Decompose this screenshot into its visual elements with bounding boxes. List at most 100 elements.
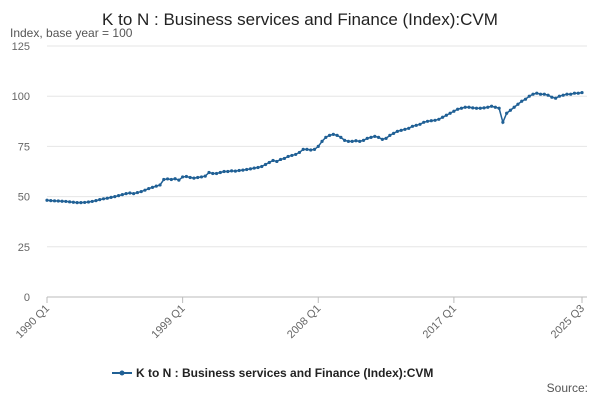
point [407, 126, 411, 130]
point [233, 169, 237, 173]
point [410, 124, 415, 128]
point [516, 102, 520, 106]
point [474, 106, 479, 110]
point [350, 139, 354, 143]
x-tick-label: 1999 Q1 [149, 303, 187, 341]
point [346, 139, 351, 143]
point [339, 135, 343, 139]
point [158, 183, 162, 187]
point [471, 106, 475, 110]
point [527, 94, 531, 98]
point [275, 159, 279, 164]
point [403, 127, 407, 131]
point [557, 94, 561, 98]
point [316, 144, 320, 148]
point [128, 191, 132, 195]
point [267, 160, 271, 165]
point [324, 135, 328, 139]
point [71, 200, 75, 204]
point [116, 193, 121, 198]
point [305, 147, 309, 152]
point [486, 105, 490, 109]
point [399, 128, 403, 132]
point [143, 188, 147, 192]
point [271, 158, 275, 163]
point [354, 139, 358, 143]
point [83, 200, 87, 205]
point [508, 108, 513, 112]
point [531, 92, 535, 96]
point [169, 177, 173, 182]
chart-subtitle: Index, base year = 100 [10, 26, 133, 40]
point [241, 168, 245, 172]
point [572, 91, 577, 95]
point [542, 92, 546, 96]
series-line [46, 91, 583, 204]
point [98, 198, 102, 202]
x-tick-label: 2025 Q3 [549, 303, 587, 341]
point [565, 92, 569, 96]
point [124, 191, 128, 196]
point [94, 199, 98, 203]
point [343, 138, 347, 142]
y-tick-label: 0 [24, 292, 30, 304]
point [505, 111, 509, 115]
point [493, 105, 497, 109]
point [192, 176, 196, 180]
x-tick-label: 2017 Q1 [421, 303, 459, 341]
point [105, 196, 109, 200]
point [501, 120, 505, 124]
point [576, 91, 580, 95]
point [335, 133, 339, 137]
point [538, 92, 543, 96]
point [120, 192, 124, 197]
point [230, 169, 234, 173]
point [139, 189, 143, 194]
point [380, 137, 384, 141]
y-tick-label: 50 [18, 192, 30, 204]
legend-marker [119, 370, 125, 376]
point [437, 117, 441, 121]
point [497, 106, 501, 110]
point [569, 92, 573, 96]
point [376, 135, 381, 139]
point [263, 162, 268, 167]
legend-label: K to N : Business services and Finance (… [136, 366, 433, 380]
point [75, 201, 79, 205]
point [49, 199, 53, 203]
point [222, 169, 226, 174]
point [448, 111, 452, 115]
point [327, 133, 332, 137]
point [425, 119, 430, 123]
point [109, 195, 113, 200]
point [162, 177, 166, 182]
point [150, 185, 155, 189]
point [523, 97, 528, 101]
y-tick-label: 125 [12, 41, 30, 53]
point [184, 174, 189, 179]
point [361, 138, 366, 142]
point [68, 200, 72, 204]
source: Source: [547, 381, 588, 395]
point [429, 119, 433, 123]
point [312, 147, 317, 152]
chart-title: K to N : Business services and Finance (… [102, 10, 498, 29]
point [392, 131, 396, 135]
point [248, 167, 253, 171]
point [358, 139, 362, 143]
point [256, 165, 260, 170]
point [414, 123, 418, 127]
point [199, 175, 204, 179]
point [546, 93, 550, 97]
point [260, 164, 264, 169]
point [297, 150, 302, 155]
point [203, 174, 207, 178]
point [86, 200, 91, 204]
point [294, 152, 298, 157]
point [45, 198, 49, 202]
point [211, 171, 215, 176]
point [301, 147, 305, 152]
point [384, 136, 388, 140]
point [64, 199, 68, 204]
point [478, 106, 482, 110]
